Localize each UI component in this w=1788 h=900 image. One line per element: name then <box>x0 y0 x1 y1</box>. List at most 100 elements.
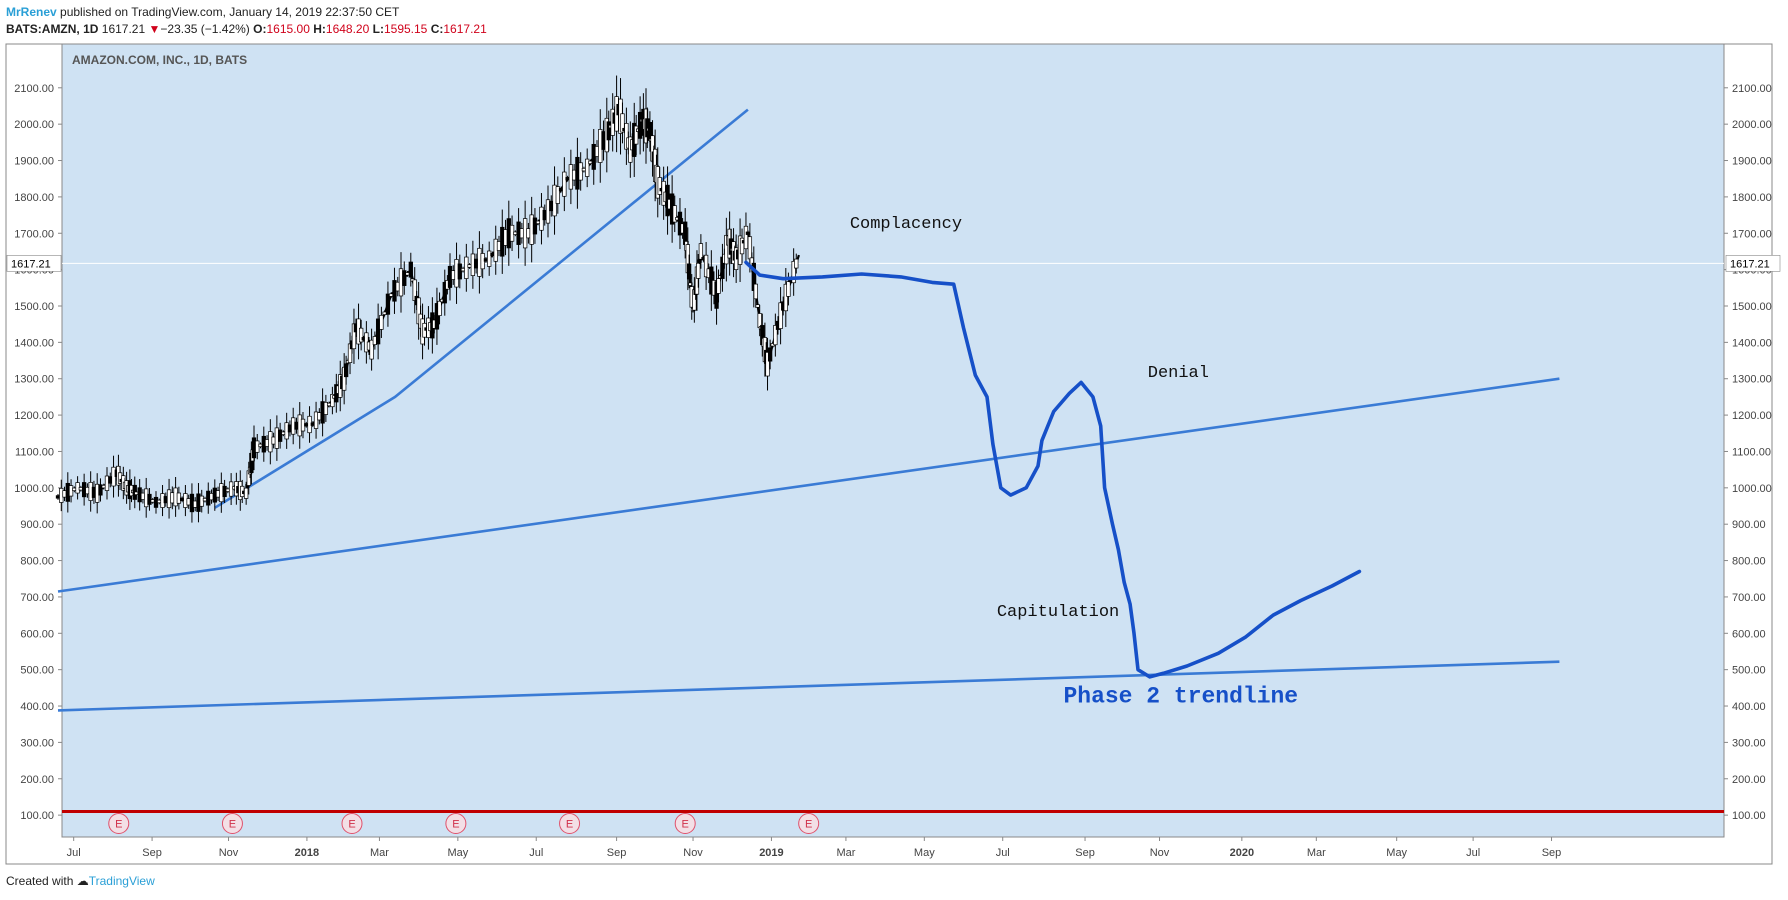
tradingview-link[interactable]: TradingView <box>88 874 155 888</box>
y-tick-label-right: 100.00 <box>1732 810 1766 822</box>
y-tick-label-left: 2000.00 <box>14 119 54 131</box>
y-tick-label-left: 200.00 <box>20 774 54 786</box>
close-value: 1617.21 <box>443 22 487 36</box>
price-series <box>55 75 800 523</box>
earnings-marker-label: E <box>229 818 236 830</box>
candle-body <box>773 325 778 346</box>
trendlines <box>57 108 1724 813</box>
y-tick-label-left: 700.00 <box>20 592 54 604</box>
y-tick-label-right: 300.00 <box>1732 737 1766 749</box>
trendline-long-trend-2 <box>57 660 1560 712</box>
trendline-long-trend-1 <box>57 377 1560 593</box>
y-tick-label-left: 900.00 <box>20 519 54 531</box>
candle-body <box>672 205 677 223</box>
candle-body <box>786 281 791 297</box>
earnings-marker-label: E <box>682 818 689 830</box>
x-tick-label: Sep <box>607 847 627 859</box>
axes: 100.00 100.00 200.00 200.00 300.00 300.00 400.… <box>6 83 1781 859</box>
trendline-uptrend <box>214 108 749 509</box>
tradingview-logo-icon: ☁ <box>76 874 89 888</box>
x-tick-label: Nov <box>219 847 239 859</box>
open-label: O: <box>253 22 267 36</box>
y-tick-label-left: 1000.00 <box>14 483 54 495</box>
current-price-label-left-box <box>6 255 62 272</box>
y-tick-label-left: 1400.00 <box>14 337 54 349</box>
earnings-marker-label: E <box>452 818 459 830</box>
high-label: H: <box>313 22 326 36</box>
x-tick-label: Sep <box>142 847 162 859</box>
candle-body <box>358 327 364 343</box>
candle-body <box>578 162 583 181</box>
earnings-marker-label: E <box>566 818 573 830</box>
candle-body <box>585 158 590 177</box>
y-tick-label-right: 1200.00 <box>1732 410 1772 422</box>
plot-area[interactable] <box>61 43 1725 838</box>
y-tick-label-right: 1900.00 <box>1732 156 1772 168</box>
earnings-marker <box>798 812 820 834</box>
y-tick-label-left: 1100.00 <box>15 446 54 458</box>
x-tick-label: Jul <box>529 847 543 859</box>
x-tick-label: May <box>447 847 468 859</box>
y-tick-label-right: 2000.00 <box>1732 119 1772 131</box>
candle-body <box>562 171 567 197</box>
y-tick-label-right: 800.00 <box>1732 556 1766 568</box>
candle-body <box>747 236 753 260</box>
earnings-marker <box>221 812 243 834</box>
projection-path <box>744 260 1362 679</box>
candle-body <box>434 303 440 330</box>
y-tick-label-left: 100.00 <box>20 810 54 822</box>
candle-body <box>408 261 413 278</box>
y-tick-label-right: 500.00 <box>1732 665 1766 677</box>
x-tick-label: May <box>914 847 935 859</box>
earnings-marker-label: E <box>115 818 122 830</box>
published-text: published on TradingView.com, January 14… <box>60 5 400 19</box>
y-tick-label-left: 600.00 <box>20 628 54 640</box>
annotation-label: Denial <box>1148 364 1209 383</box>
candle-body <box>778 302 783 329</box>
candle-body <box>555 186 560 204</box>
annotations: Complacency Denial Capitulation Phase 2 tre… <box>850 215 1298 710</box>
chart-title: AMAZON.COM, INC., 1D, BATS <box>72 53 247 67</box>
candle-body <box>385 293 391 315</box>
y-tick-label-left: 400.00 <box>20 701 54 713</box>
x-tick-label: Jul <box>1466 847 1480 859</box>
x-tick-label: 2018 <box>295 847 319 859</box>
footer: Created with ☁TradingView <box>6 874 155 888</box>
symbol-label: BATS:AMZN, 1D <box>6 22 99 36</box>
x-tick-label: Mar <box>370 847 389 859</box>
x-tick-label: Jul <box>996 847 1010 859</box>
y-tick-label-right: 1100.00 <box>1732 446 1771 458</box>
candle-body <box>277 429 283 442</box>
x-tick-label: Mar <box>1307 847 1326 859</box>
earnings-marker <box>445 812 467 834</box>
candle-body <box>698 243 704 260</box>
candle-body <box>606 121 611 141</box>
candle-body <box>620 113 625 133</box>
candle-body <box>532 217 538 235</box>
y-tick-label-left: 800.00 <box>20 556 54 568</box>
x-tick-label: Jul <box>67 847 81 859</box>
candle-body <box>545 199 551 224</box>
annotation-label: Complacency <box>850 215 962 234</box>
author-link[interactable]: MrRenev <box>6 5 57 19</box>
candle-body <box>765 351 770 377</box>
candle-body <box>716 278 721 294</box>
candle-body <box>369 339 374 360</box>
x-tick-label: May <box>1386 847 1407 859</box>
change-value: −23.35 (−1.42%) <box>160 22 250 36</box>
annotation-label: Capitulation <box>997 603 1119 622</box>
candle-body <box>696 262 701 279</box>
x-tick-label: Sep <box>1542 847 1562 859</box>
earnings-marker <box>559 812 581 834</box>
change-down-icon: ▼ <box>148 22 161 36</box>
candle-body <box>244 487 249 499</box>
y-tick-label-left: 1800.00 <box>14 192 54 204</box>
y-tick-label-left: 2100.00 <box>14 83 54 95</box>
annotation-label: Phase 2 trendline <box>1063 683 1298 709</box>
candle-body <box>437 300 442 316</box>
y-tick-label-left: 1200.00 <box>14 410 54 422</box>
candle-body <box>767 347 773 362</box>
y-tick-label-left: 1500.00 <box>14 301 54 313</box>
candle-body <box>783 283 788 312</box>
